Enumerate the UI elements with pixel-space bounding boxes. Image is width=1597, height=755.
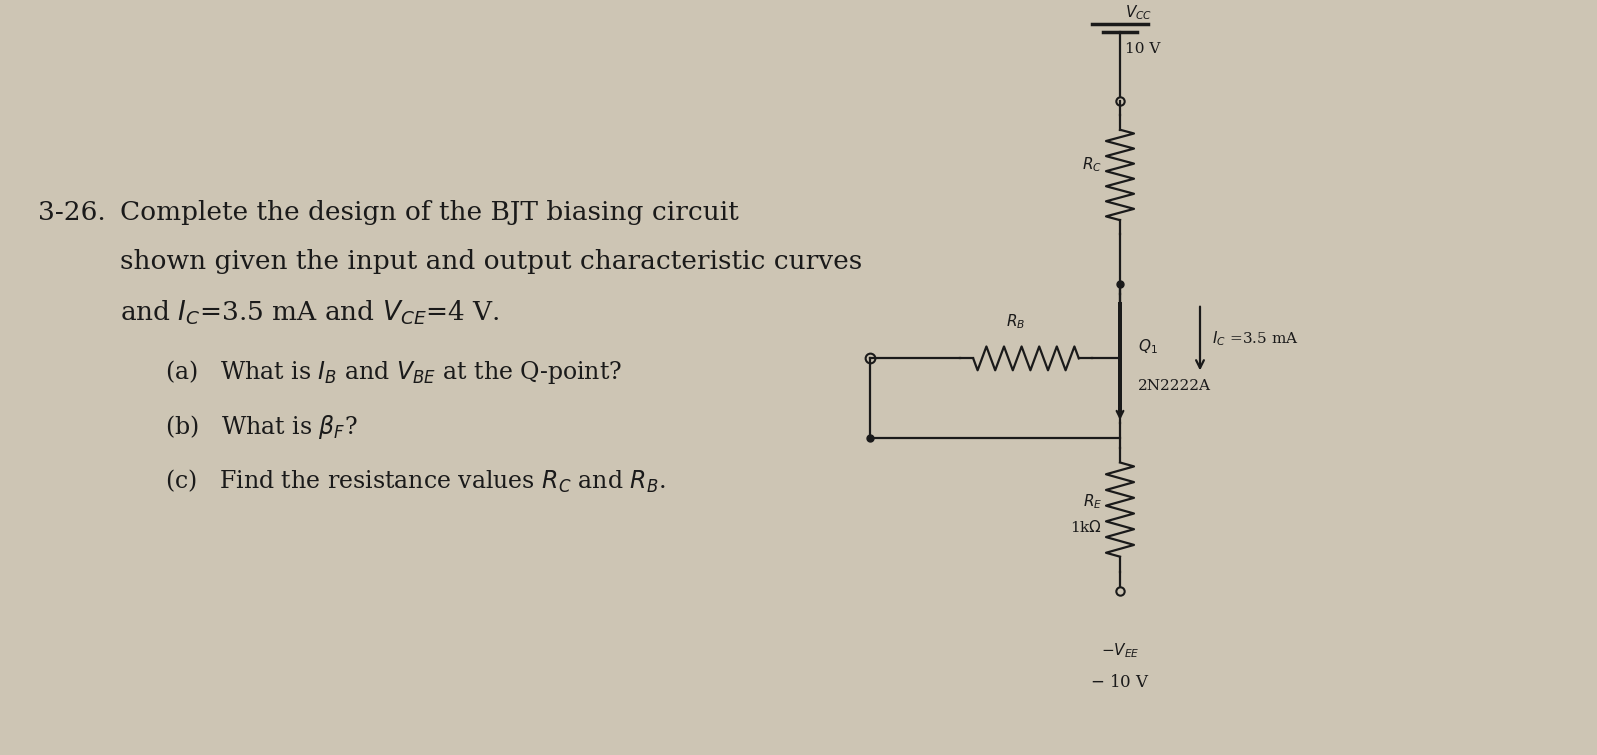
Text: (c)   Find the resistance values $R_C$ and $R_B$.: (c) Find the resistance values $R_C$ and… — [164, 467, 666, 495]
Text: $R_B$: $R_B$ — [1006, 312, 1025, 331]
Text: $V_{CC}$: $V_{CC}$ — [1124, 4, 1153, 22]
Text: shown given the input and output characteristic curves: shown given the input and output charact… — [120, 249, 862, 274]
Text: $R_E$: $R_E$ — [1083, 492, 1102, 511]
Text: 10 V: 10 V — [1124, 42, 1161, 56]
Text: and $I_C$=3.5 mA and $V_{CE}$=4 V.: and $I_C$=3.5 mA and $V_{CE}$=4 V. — [120, 299, 500, 328]
Text: (b)   What is $\beta_F$?: (b) What is $\beta_F$? — [164, 413, 358, 441]
Text: 1k$\Omega$: 1k$\Omega$ — [1070, 519, 1102, 535]
Text: $-$ 10 V: $-$ 10 V — [1091, 673, 1150, 691]
Text: 2N2222A: 2N2222A — [1139, 379, 1211, 393]
Text: $I_C$ =3.5 mA: $I_C$ =3.5 mA — [1212, 329, 1298, 348]
Text: $-$$V_{EE}$: $-$$V_{EE}$ — [1100, 641, 1139, 660]
Text: $R_C$: $R_C$ — [1083, 156, 1102, 174]
Text: $Q_1$: $Q_1$ — [1139, 337, 1158, 356]
Text: Complete the design of the BJT biasing circuit: Complete the design of the BJT biasing c… — [120, 200, 739, 225]
Text: (a)   What is $I_B$ and $V_{BE}$ at the Q-point?: (a) What is $I_B$ and $V_{BE}$ at the Q-… — [164, 359, 623, 387]
Text: 3-26.: 3-26. — [38, 200, 105, 225]
